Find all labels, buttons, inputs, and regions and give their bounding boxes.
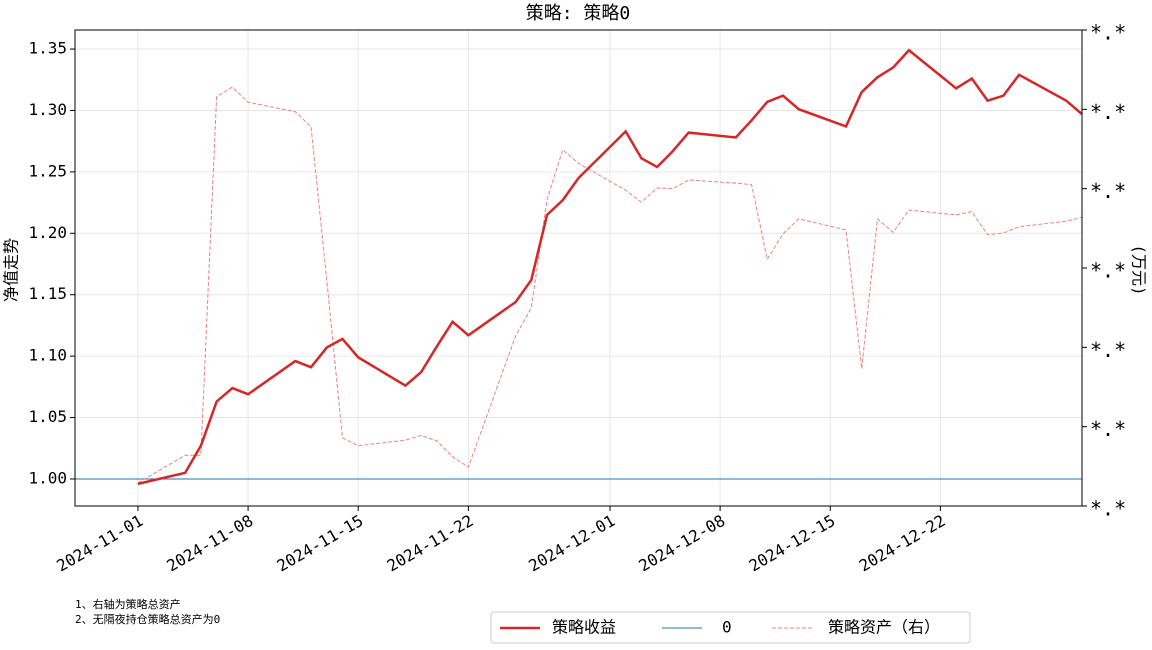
y-tick-label: 1.15 xyxy=(28,284,67,303)
y2-tick-label: *.* xyxy=(1090,259,1126,283)
y-tick-label: 1.00 xyxy=(28,468,67,487)
y2-tick-label: *.* xyxy=(1090,497,1126,521)
x-tick-label: 2024-11-08 xyxy=(163,511,256,576)
x-tick-label: 2024-11-15 xyxy=(274,511,367,576)
series-line xyxy=(137,48,1082,486)
y-tick-label: 1.05 xyxy=(28,407,67,426)
legend-box xyxy=(490,611,971,644)
x-tick-label: 2024-12-15 xyxy=(746,511,839,576)
plot-area: 2024-11-01 2024-11-08 2024-11-15 2024-11-22… xyxy=(28,21,1126,576)
legend-label: 0 xyxy=(722,618,732,637)
y2-tick-label: *.* xyxy=(1090,100,1126,124)
y-tick-label: 1.30 xyxy=(28,100,67,119)
x-tick-label: 2024-11-01 xyxy=(53,511,146,576)
x-tick-label: 2024-11-22 xyxy=(384,511,477,576)
y-axis-label: 净值走势 xyxy=(2,238,21,302)
legend-label: 策略资产（右） xyxy=(828,618,940,637)
y-tick-label: 1.25 xyxy=(28,161,67,180)
legend-label: 策略收益 xyxy=(552,618,616,637)
y2-tick-label: *.* xyxy=(1090,21,1126,45)
legend: 策略收益 0 策略资产（右） xyxy=(490,611,971,644)
y-tick-label: 1.10 xyxy=(28,346,67,365)
note: 1、右轴为策略总资产 xyxy=(75,597,181,611)
y2-tick-label: *.* xyxy=(1090,179,1126,203)
x-tick-label: 2024-12-08 xyxy=(635,511,728,576)
y2-tick-label: *.* xyxy=(1090,338,1126,362)
note: 2、无隔夜持仓策略总资产为0 xyxy=(75,612,220,626)
y-tick-label: 1.20 xyxy=(28,223,67,242)
series-line xyxy=(137,86,1082,484)
plot-frame xyxy=(74,29,1083,507)
chart-title: 策略: 策略0 xyxy=(526,3,631,24)
y-tick-label: 1.35 xyxy=(28,39,67,58)
x-tick-label: 2024-12-01 xyxy=(525,511,618,576)
x-tick-label: 2024-12-22 xyxy=(856,511,949,576)
y2-axis-label: (万元) xyxy=(1130,244,1149,295)
y2-tick-label: *.* xyxy=(1090,417,1126,441)
